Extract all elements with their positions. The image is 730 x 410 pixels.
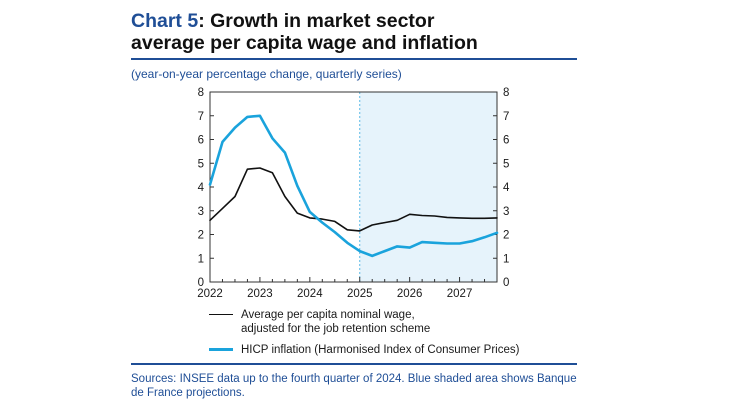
y-tick-label-left-4: 4: [198, 182, 205, 194]
y-tick-label-right-8: 8: [503, 87, 509, 99]
legend-label-hicp: HICP inflation (Harmonised Index of Cons…: [241, 344, 520, 356]
legend-label-wage-line2: adjusted for the job retention scheme: [241, 323, 431, 335]
y-tick-label-left-2: 2: [198, 230, 204, 242]
chart-title: Chart 5: Growth in market sector average…: [131, 10, 581, 54]
y-tick-label-right-0: 0: [503, 277, 509, 289]
bottom-divider: [131, 363, 577, 365]
x-tick-label-2022: 2022: [197, 288, 223, 300]
chart-title-line1: : Growth in market sector: [198, 10, 435, 32]
legend-swatch-hicp: [209, 348, 233, 351]
y-tick-label-right-4: 4: [503, 182, 510, 194]
x-tick-label-2023: 2023: [247, 288, 273, 300]
chart-series: [208, 114, 499, 258]
y-tick-label-right-5: 5: [503, 158, 509, 170]
chart-number: Chart 5: [131, 10, 199, 32]
x-tick-label-2027: 2027: [447, 288, 473, 300]
legend-item-wage: Average per capita nominal wage, adjuste…: [209, 308, 519, 336]
y-tick-label-left-8: 8: [198, 87, 204, 99]
projection-shaded-area: [359, 92, 497, 282]
y-tick-label-left-3: 3: [198, 206, 204, 218]
x-tick-label-2024: 2024: [297, 288, 323, 300]
y-tick-label-right-2: 2: [503, 230, 509, 242]
y-tick-label-right-6: 6: [503, 135, 509, 147]
legend-swatch-wage: [209, 314, 233, 315]
y-tick-label-right-7: 7: [503, 111, 509, 123]
x-tick-label-2026: 2026: [397, 288, 423, 300]
chart-legend: Average per capita nominal wage, adjuste…: [209, 308, 519, 357]
y-tick-label-left-1: 1: [198, 253, 204, 265]
y-tick-label-left-0: 0: [198, 277, 204, 289]
y-tick-label-right-1: 1: [503, 253, 509, 265]
chart-axes: 0 0 1 1 2 2 3 3 4 4 5 5 6 6 7 7 8 8 2022 2023 2024 2025 2026 20…: [197, 87, 510, 300]
y-tick-label-left-5: 5: [198, 158, 204, 170]
sources-note: Sources: INSEE data up to the fourth qua…: [131, 373, 577, 399]
y-tick-label-left-7: 7: [198, 111, 204, 123]
series-line-hicp: [208, 114, 499, 258]
series-line-wage: [209, 167, 498, 232]
x-tick-label-2025: 2025: [347, 288, 373, 300]
chart-subtitle: (year-on-year percentage change, quarter…: [131, 67, 402, 81]
chart-title-line2: average per capita wage and inflation: [131, 32, 478, 54]
legend-label-wage-line1: Average per capita nominal wage,: [241, 309, 415, 321]
y-tick-label-left-6: 6: [198, 135, 204, 147]
y-tick-label-right-3: 3: [503, 206, 509, 218]
legend-item-hicp: HICP inflation (Harmonised Index of Cons…: [209, 343, 519, 357]
top-divider: [131, 58, 577, 60]
